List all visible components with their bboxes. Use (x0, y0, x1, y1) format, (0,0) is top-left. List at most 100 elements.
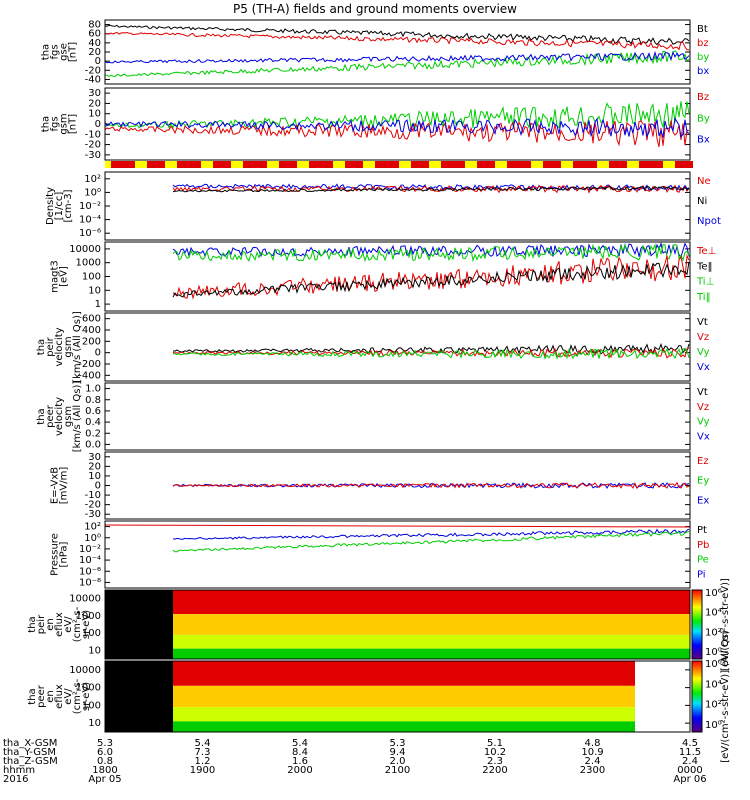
y-tick-label: 1000 (76, 683, 101, 694)
status-strip-segment (273, 161, 279, 168)
y-axis-label: tha (27, 688, 38, 704)
series-Pe (172, 531, 690, 553)
legend-entry: Ne (697, 176, 711, 187)
status-strip-segment (207, 161, 213, 168)
x-tick-label: 1800 (92, 765, 117, 776)
y-tick-label: 600 (82, 314, 101, 325)
panel-frame (104, 520, 691, 589)
status-strip-segment (681, 161, 687, 168)
legend-entry: Ex (697, 495, 709, 506)
series-by (104, 50, 690, 78)
y-tick-label: 10⁻⁴ (79, 215, 101, 226)
panel-frame (104, 241, 691, 312)
x-tick-label: 6.0 (97, 747, 113, 758)
y-tick-label: 0 (95, 56, 101, 67)
y-tick-label: 10² (84, 522, 101, 533)
status-strip-segment (129, 161, 135, 168)
y-tick-label: 10 (88, 718, 101, 729)
spectrogram-band (173, 707, 635, 722)
y-tick-label: 10 (88, 645, 101, 656)
y-axis-label: eflux (54, 612, 65, 637)
x-tick-label: 9.4 (390, 747, 406, 758)
status-strip-segment (609, 161, 615, 168)
status-strip-segment (405, 161, 411, 168)
x-tick-label: 5.3 (97, 738, 113, 749)
x-tick-label: Apr 06 (673, 774, 706, 785)
status-strip-segment (561, 161, 567, 168)
status-strip-segment (369, 161, 375, 168)
y-axis-label: E=-VxB (50, 467, 61, 504)
status-strip-segment (525, 161, 531, 168)
y-tick-label: -200 (78, 359, 101, 370)
y-tick-label: 0.8 (85, 395, 101, 406)
y-tick-label: 10000 (69, 244, 101, 255)
y-axis-label: tha (27, 616, 38, 632)
x-tick-label: 5.4 (292, 738, 308, 749)
x-tick-label: 8.4 (292, 747, 308, 758)
legend-entry: Pi (697, 569, 706, 580)
status-strip-segment (435, 161, 441, 168)
status-strip-segment (483, 161, 489, 168)
y-axis-label: velocity (54, 397, 65, 436)
x-tick-label: 10.9 (581, 747, 603, 758)
spectrogram-gap (105, 590, 173, 659)
y-tick-label: -30 (85, 150, 101, 161)
status-strip-segment (105, 161, 111, 168)
y-tick-label: 1.0 (85, 384, 101, 395)
legend-entry: Vz (697, 332, 709, 343)
status-strip-segment (585, 161, 591, 168)
spectrogram-band (173, 648, 690, 659)
y-tick-label: 0.4 (85, 417, 101, 428)
status-strip-segment (477, 161, 483, 168)
y-axis-label: sr-eV) (81, 610, 92, 639)
status-strip-segment (555, 161, 561, 168)
status-strip-segment (111, 161, 117, 168)
y-tick-label: 10 (88, 471, 101, 482)
status-strip-segment (603, 161, 609, 168)
legend-entry: Npot (697, 216, 721, 227)
status-strip-segment (447, 161, 453, 168)
status-strip-segment (429, 161, 435, 168)
legend-entry: Vz (697, 402, 709, 413)
colorbar (691, 589, 703, 660)
y-axis-label: en (45, 690, 56, 703)
status-strip-segment (537, 161, 543, 168)
status-strip-segment (333, 161, 339, 168)
y-tick-label: 20 (88, 47, 101, 58)
status-strip-segment (339, 161, 345, 168)
legend-entry: Vy (697, 347, 710, 358)
x-tick-label: 2100 (385, 765, 410, 776)
status-strip-segment (147, 161, 153, 168)
status-strip-segment (615, 161, 621, 168)
colorbar-label: [eV/(cm²-s-str-eV)] (All Qs) (720, 630, 731, 763)
status-strip-segment (285, 161, 291, 168)
spectrogram-band (173, 685, 635, 708)
series-Bz (104, 120, 690, 148)
panel-frame (104, 19, 691, 85)
status-strip-segment (591, 161, 597, 168)
status-strip-segment (231, 161, 237, 168)
status-strip-segment (249, 161, 255, 168)
x-tick-label: 2.4 (682, 756, 698, 767)
y-tick-label: 10 (88, 285, 101, 296)
status-strip-segment (381, 161, 387, 168)
y-tick-label: -20 (85, 140, 101, 151)
status-strip-segment (117, 161, 123, 168)
status-strip-segment (597, 161, 603, 168)
legend-entry: Vt (697, 317, 708, 328)
y-axis-label: [km/s (All Qs)] (72, 381, 83, 453)
series-Ez (172, 481, 690, 489)
panel-frame (104, 171, 691, 241)
status-strip-segment (567, 161, 573, 168)
x-tick-label: 4.5 (682, 738, 698, 749)
x-tick-label: 11.5 (679, 747, 701, 758)
y-axis-label: [1/cc] (54, 192, 65, 221)
y-axis-label: velocity (54, 327, 65, 366)
x-row-label: 2016 (3, 774, 28, 785)
status-strip-segment (267, 161, 273, 168)
x-row-label: hhmm (3, 765, 35, 776)
y-tick-label: 0 (95, 481, 101, 492)
y-axis-label: peer (45, 404, 56, 428)
status-strip-segment (303, 161, 309, 168)
panel-frame (104, 312, 691, 382)
